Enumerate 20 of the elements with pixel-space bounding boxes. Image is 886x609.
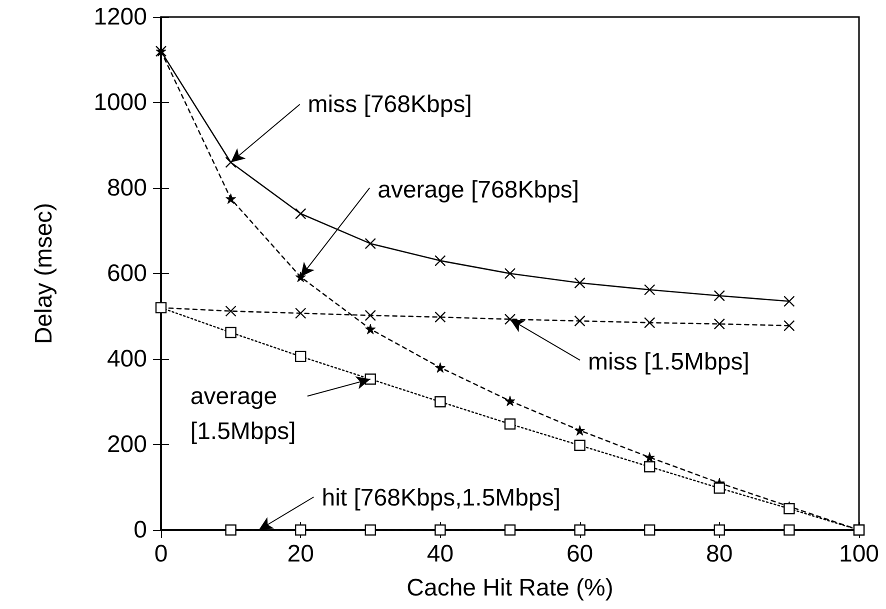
y-tick-label: 400: [106, 346, 147, 372]
y-axis-title: Delay (msec): [30, 202, 58, 344]
annotation: hit [768Kbps,1.5Mbps]: [322, 484, 561, 512]
x-tick-label: 80: [706, 540, 733, 568]
y-tick-label: 1000: [94, 89, 147, 116]
annotation: average [1.5Mbps]: [190, 383, 296, 446]
x-tick-label: 0: [154, 540, 168, 568]
x-axis-title: Cache Hit Rate (%): [406, 574, 614, 602]
x-tick-label: 60: [566, 540, 594, 568]
annotation: miss [1.5Mbps]: [588, 348, 750, 376]
y-tick-label: 1200: [94, 4, 147, 30]
x-tick-label: 100: [838, 540, 880, 568]
y-tick-label: 200: [106, 431, 147, 458]
x-tick-label: 20: [287, 540, 314, 568]
y-tick-label: 0: [134, 516, 147, 544]
y-tick-label: 600: [106, 260, 147, 287]
y-tick-label: 800: [106, 174, 147, 202]
x-tick-label: 40: [426, 540, 454, 568]
annotation: miss [768Kbps]: [308, 90, 472, 118]
annotation: average [768Kbps]: [378, 176, 580, 204]
